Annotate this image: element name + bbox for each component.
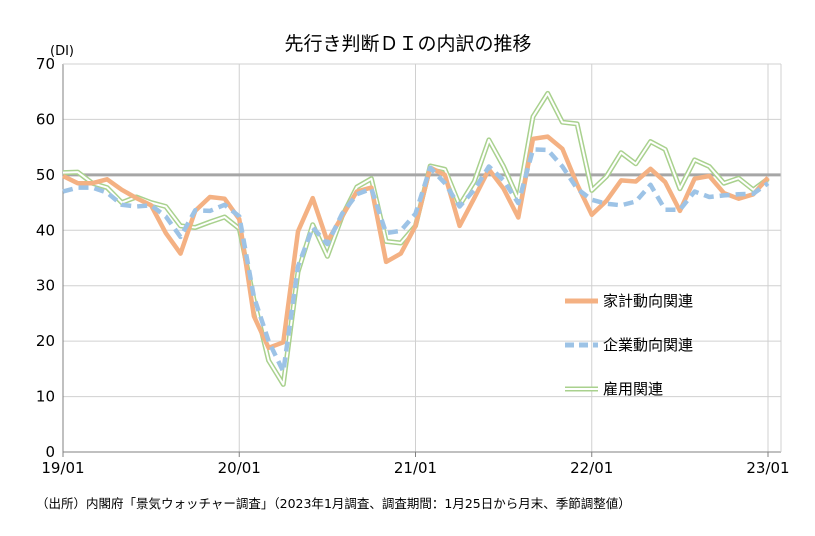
legend-item-corporate: 企業動向関連 — [565, 336, 693, 354]
y-tick-label-60: 60 — [36, 110, 55, 128]
y-tick-label-0: 0 — [45, 443, 55, 461]
y-tick-label-10: 10 — [36, 388, 55, 406]
series-lines — [62, 90, 770, 387]
y-tick-label-50: 50 — [36, 166, 55, 184]
y-axis-unit: (DI) — [50, 44, 74, 59]
legend-label-employment: 雇用関連 — [603, 380, 663, 398]
series-line-household — [62, 134, 770, 351]
y-axis-tick-labels: 0 10 20 30 40 50 60 70 — [36, 55, 55, 461]
chart-title: 先行き判断ＤＩの内訳の推移 — [284, 33, 531, 55]
y-tick-label-40: 40 — [36, 221, 55, 239]
legend-item-household: 家計動向関連 — [565, 292, 693, 310]
y-tick-label-30: 30 — [36, 277, 55, 295]
y-tick-label-70: 70 — [36, 55, 55, 73]
legend-label-household: 家計動向関連 — [603, 292, 693, 310]
x-tick-label-23/01: 23/01 — [746, 459, 789, 477]
series-line-corporate — [62, 147, 770, 374]
axes — [62, 63, 782, 453]
legend-item-employment: 雇用関連 — [565, 380, 663, 398]
x-tick-label-22/01: 22/01 — [570, 459, 613, 477]
x-axis-tick-labels: 19/01 20/01 21/01 22/01 23/01 — [41, 452, 790, 477]
source-note: （出所）内閣府「景気ウォッチャー調査」（2023年1月調査、調査期間：1月25日… — [36, 496, 631, 511]
x-tick-label-19/01: 19/01 — [41, 459, 84, 477]
x-tick-label-20/01: 20/01 — [218, 459, 261, 477]
y-tick-label-20: 20 — [36, 332, 55, 350]
legend: 家計動向関連 企業動向関連 雇用関連 — [565, 292, 693, 398]
legend-label-corporate: 企業動向関連 — [603, 336, 693, 354]
gridlines — [62, 63, 781, 453]
x-tick-label-21/01: 21/01 — [394, 459, 437, 477]
